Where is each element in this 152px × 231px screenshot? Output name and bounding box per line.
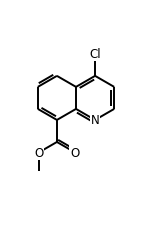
Text: O: O [70, 146, 80, 159]
Text: Cl: Cl [89, 48, 101, 61]
Text: N: N [91, 114, 99, 127]
Text: O: O [34, 146, 43, 159]
